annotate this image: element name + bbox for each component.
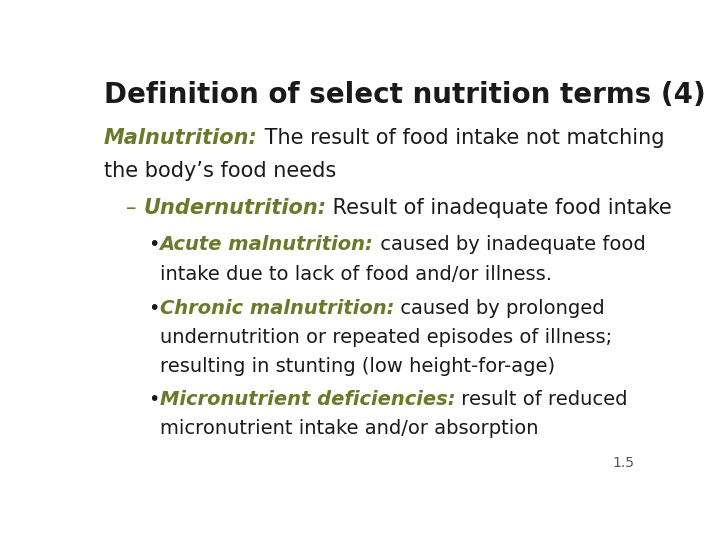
Text: Micronutrient deficiencies:: Micronutrient deficiencies: xyxy=(160,390,455,409)
Text: –: – xyxy=(126,198,143,218)
Text: result of reduced: result of reduced xyxy=(455,390,628,409)
Text: Undernutrition:: Undernutrition: xyxy=(143,198,326,218)
Text: micronutrient intake and/or absorption: micronutrient intake and/or absorption xyxy=(160,419,539,438)
Text: The result of food intake not matching: The result of food intake not matching xyxy=(258,127,665,147)
Text: caused by inadequate food: caused by inadequate food xyxy=(374,235,645,254)
Text: intake due to lack of food and/or illness.: intake due to lack of food and/or illnes… xyxy=(160,265,552,284)
Text: Definition of select nutrition terms (4): Definition of select nutrition terms (4) xyxy=(104,82,706,110)
Text: •: • xyxy=(148,299,160,318)
Text: •: • xyxy=(148,235,160,254)
Text: Malnutrition:: Malnutrition: xyxy=(104,127,258,147)
Text: Chronic malnutrition:: Chronic malnutrition: xyxy=(160,299,394,318)
Text: Acute malnutrition:: Acute malnutrition: xyxy=(160,235,374,254)
Text: the body’s food needs: the body’s food needs xyxy=(104,161,336,181)
Text: resulting in stunting (low height-for-age): resulting in stunting (low height-for-ag… xyxy=(160,357,555,376)
Text: undernutrition or repeated episodes of illness;: undernutrition or repeated episodes of i… xyxy=(160,328,612,347)
Text: 1.5: 1.5 xyxy=(612,456,634,470)
Text: Result of inadequate food intake: Result of inadequate food intake xyxy=(326,198,672,218)
Text: caused by prolonged: caused by prolonged xyxy=(394,299,605,318)
Text: •: • xyxy=(148,390,160,409)
